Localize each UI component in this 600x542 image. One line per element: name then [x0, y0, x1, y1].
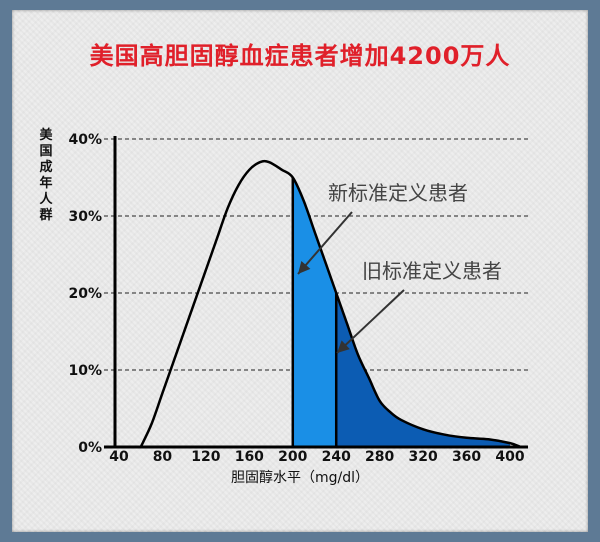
annotation-new-standard: 新标准定义患者: [328, 181, 468, 205]
x-tick-label: 320: [408, 449, 437, 465]
x-tick-label: 160: [235, 449, 264, 465]
y-tick-label: 0%: [78, 440, 102, 456]
y-tick-label: 30%: [68, 209, 102, 225]
x-tick-label: 80: [153, 449, 173, 465]
y-axis-label-char: 美: [39, 128, 53, 143]
y-tick-label: 40%: [68, 132, 102, 148]
y-axis-label-char: 人: [39, 192, 53, 207]
distribution-curve: [139, 159, 522, 449]
arrow-new-standard-head: [298, 261, 311, 274]
annotation-old-standard: 旧标准定义患者: [362, 259, 502, 283]
arrow-new-standard: [297, 211, 353, 275]
y-axis-label-char: 国: [39, 144, 53, 159]
x-axis-label: 胆固醇水平（mg/dl）: [230, 470, 370, 486]
x-tick-label: 40: [109, 449, 129, 465]
x-tick-label: 240: [322, 449, 351, 465]
y-axis-label-char: 成: [39, 160, 53, 175]
x-tick-label: 360: [452, 449, 481, 465]
arrow-old-standard: [336, 289, 405, 354]
y-axis-label: 美国成年人群: [36, 128, 56, 224]
x-tick-label: 200: [278, 449, 307, 465]
arrow-old-standard-head: [337, 340, 350, 353]
y-axis-label-char: 年: [39, 176, 53, 191]
y-tick-label: 20%: [68, 286, 102, 302]
chart-title: 美国高胆固醇血症患者增加4200万人: [89, 42, 511, 70]
old-standard-region: [336, 293, 510, 447]
x-tick-label: 400: [495, 449, 524, 465]
x-tick-label: 120: [191, 449, 220, 465]
new-standard-region: [292, 177, 337, 447]
y-axis-label-char: 群: [39, 208, 53, 223]
y-tick-label: 10%: [68, 363, 102, 379]
x-tick-label: 280: [365, 449, 394, 465]
